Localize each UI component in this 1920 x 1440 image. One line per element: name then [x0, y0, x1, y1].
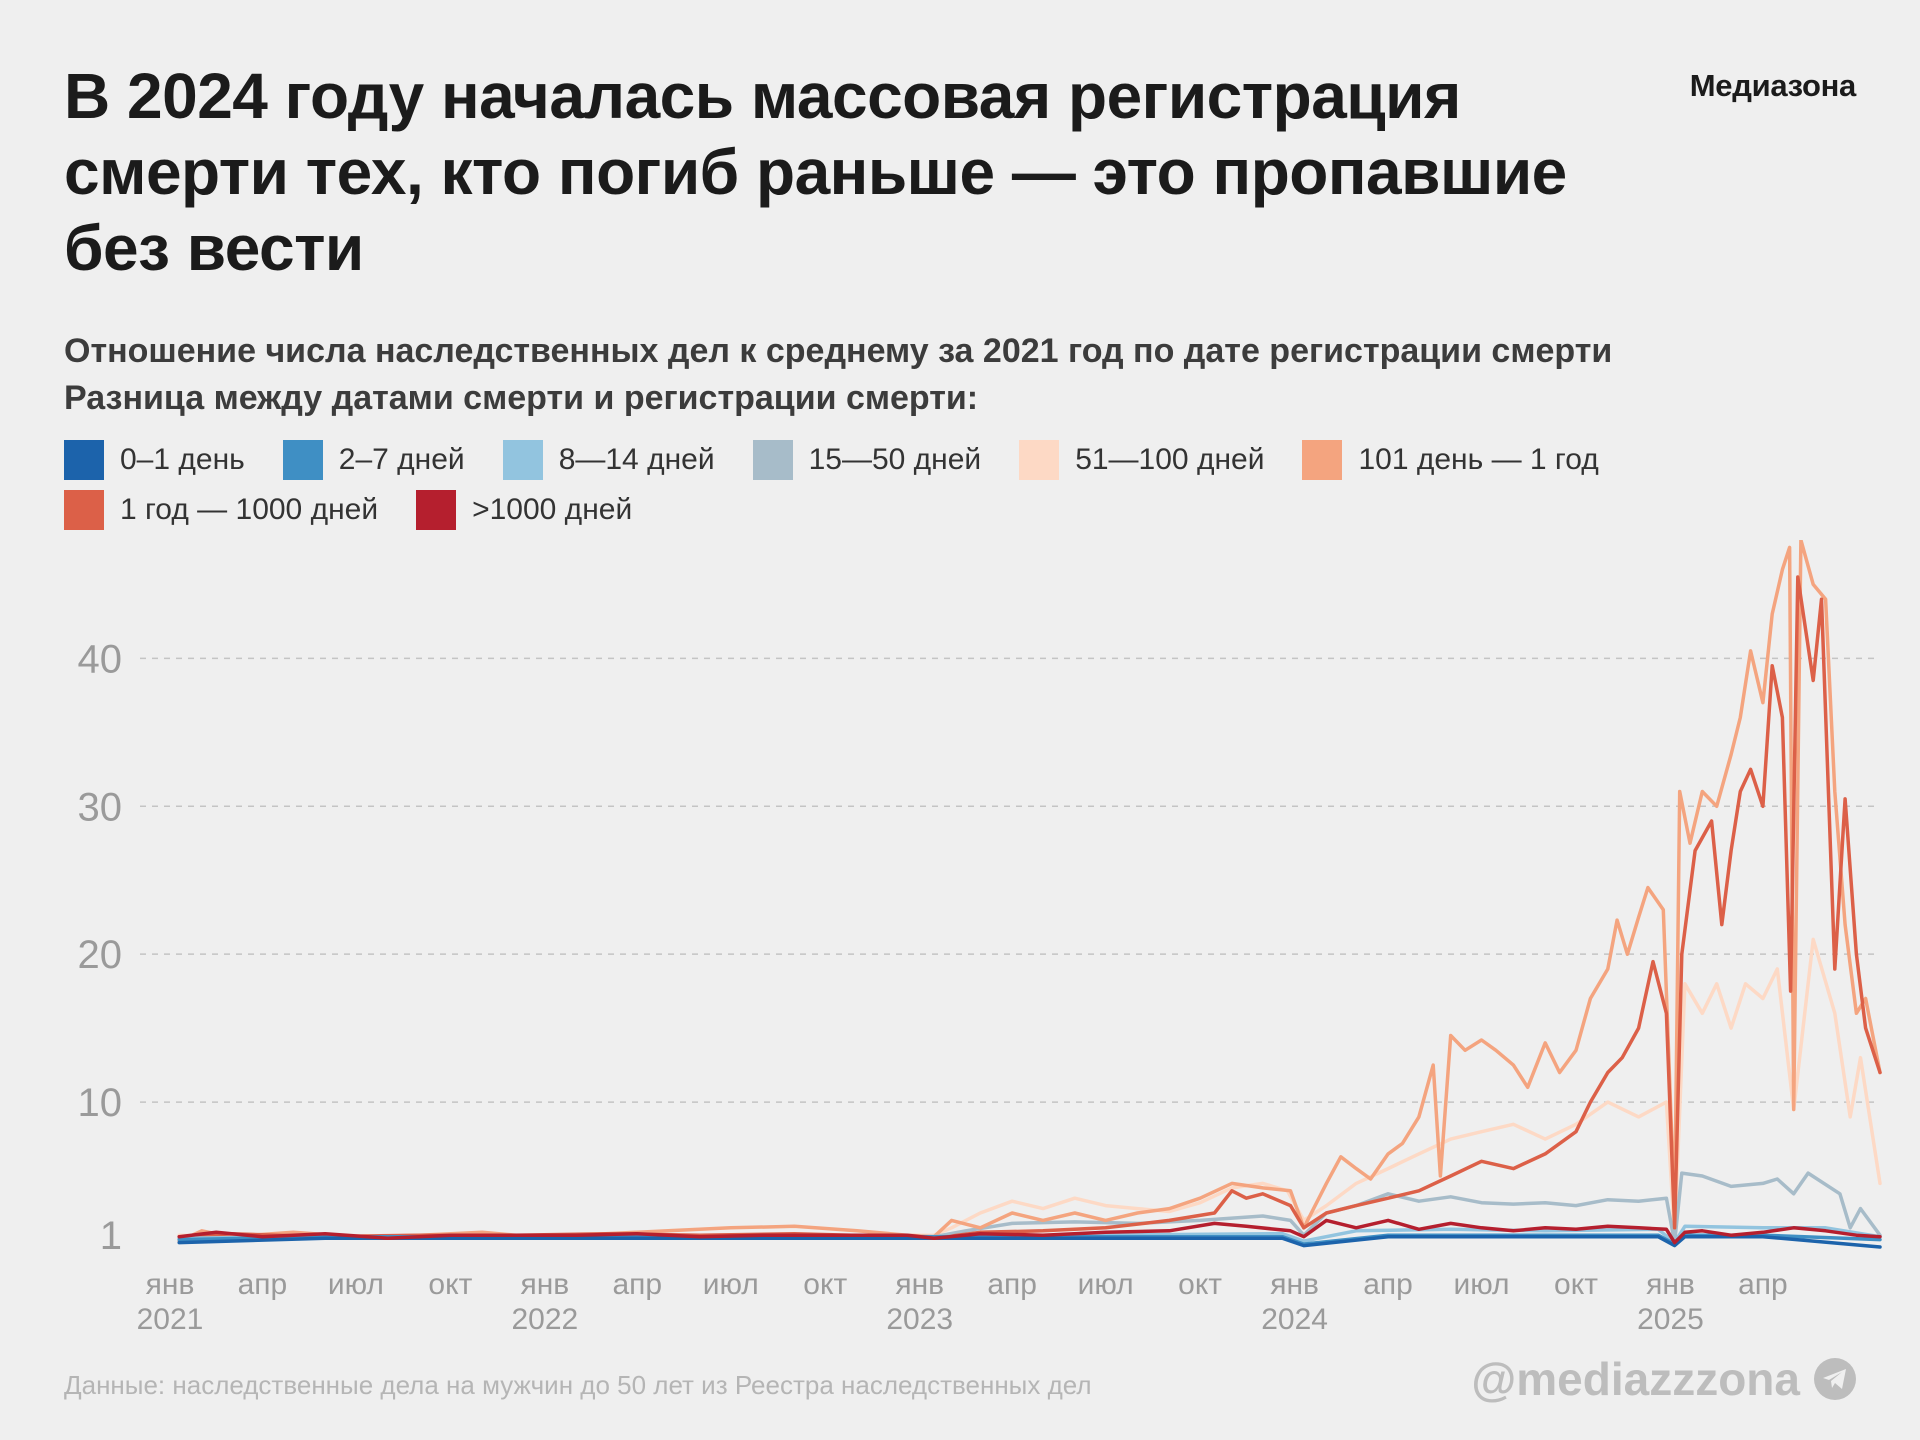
legend-label: >1000 дней: [472, 493, 633, 526]
chart-title: В 2024 году началась массовая регистраци…: [64, 60, 1567, 284]
series-layer: [177, 540, 1882, 1249]
legend-label: 0–1 день: [120, 443, 245, 476]
subtitle-line-1: Отношение числа наследственных дел к сре…: [64, 332, 1613, 370]
brand-logo[interactable]: Медиазона: [1689, 68, 1857, 103]
series-line: [177, 937, 1882, 1239]
series-line: [177, 1234, 1882, 1249]
grid-layer: [140, 657, 1880, 1103]
x-tick-label: окт: [428, 1268, 472, 1301]
x-tick-label: апр: [238, 1268, 288, 1301]
social-handle[interactable]: @mediazzzona: [1471, 1352, 1856, 1406]
x-year-label: 2023: [886, 1303, 953, 1336]
x-tick-label: июл: [1453, 1268, 1509, 1301]
x-tick-label: окт: [1554, 1268, 1598, 1301]
handle-text[interactable]: @mediazzzona: [1471, 1353, 1800, 1405]
x-tick-label: янв: [1646, 1268, 1695, 1301]
legend-swatch: [64, 490, 104, 530]
legend-item-101-1y: 101 день — 1 год: [1302, 440, 1599, 480]
legend-item-1y-1000: 1 год — 1000 дней: [64, 490, 378, 530]
series-line: [177, 1171, 1882, 1245]
legend-label: 101 день — 1 год: [1358, 443, 1599, 476]
y-tick-label: 1: [100, 1214, 122, 1258]
legend-item-15-50: 15—50 дней: [752, 440, 982, 480]
legend-swatch: [502, 440, 543, 480]
x-tick-label: апр: [1738, 1268, 1788, 1301]
series-line: [177, 575, 1882, 1240]
x-tick-label: янв: [895, 1268, 944, 1301]
y-tick-label: 10: [78, 1081, 123, 1125]
legend-label: 51—100 дней: [1075, 443, 1265, 476]
legend-item-1000plus: >1000 дней: [416, 490, 632, 530]
legend-label: 1 год — 1000 дней: [120, 493, 379, 526]
x-tick-label: окт: [1178, 1268, 1222, 1301]
y-tick-label: 40: [78, 637, 123, 681]
legend-swatch: [64, 440, 104, 480]
legend-label: 2–7 дней: [338, 443, 465, 476]
x-tick-label: апр: [987, 1268, 1037, 1301]
legend-item-0-1: 0–1 день: [64, 440, 245, 480]
x-tick-label: апр: [1363, 1268, 1413, 1301]
subtitle-line-2: Разница между датами смерти и регистраци…: [64, 379, 979, 417]
x-tick-label: янв: [520, 1268, 569, 1301]
x-year-label: 2025: [1637, 1303, 1704, 1336]
x-tick-label: окт: [803, 1268, 847, 1301]
legend-item-8-14: 8—14 дней: [502, 440, 715, 480]
series-line: [177, 1218, 1882, 1245]
y-axis: 1 10 20 30 40: [78, 637, 123, 1258]
x-year-label: 2022: [511, 1303, 578, 1336]
x-year-label: 2021: [137, 1303, 204, 1336]
x-tick-label: июл: [328, 1268, 384, 1301]
legend-swatch: [1302, 440, 1343, 480]
series-line: [177, 540, 1882, 1243]
x-tick-label: янв: [146, 1268, 195, 1301]
y-tick-label: 20: [78, 933, 123, 977]
legend-item-51-100: 51—100 дней: [1019, 440, 1264, 480]
y-tick-label: 30: [78, 785, 123, 829]
legend-swatch: [1019, 440, 1060, 480]
legend-item-2-7: 2–7 дней: [282, 440, 465, 480]
x-tick-label: апр: [612, 1268, 662, 1301]
legend-swatch: [752, 440, 793, 480]
x-tick-label: янв: [1270, 1268, 1319, 1301]
legend-label: 8—14 дней: [558, 443, 715, 476]
legend-label: 15—50 дней: [808, 443, 982, 476]
x-tick-label: июл: [1078, 1268, 1134, 1301]
source-note: Данные: наследственные дела на мужчин до…: [64, 1370, 1092, 1400]
legend-swatch: [282, 440, 323, 480]
legend: 0–1 день 2–7 дней 8—14 дней 15—50 дней 5…: [64, 440, 1784, 530]
x-year-label: 2024: [1261, 1303, 1328, 1336]
chart-subtitle: Отношение числа наследственных дел к сре…: [64, 328, 1864, 422]
telegram-icon[interactable]: [1814, 1358, 1856, 1400]
x-tick-label: июл: [703, 1268, 759, 1301]
legend-swatch: [416, 490, 457, 530]
